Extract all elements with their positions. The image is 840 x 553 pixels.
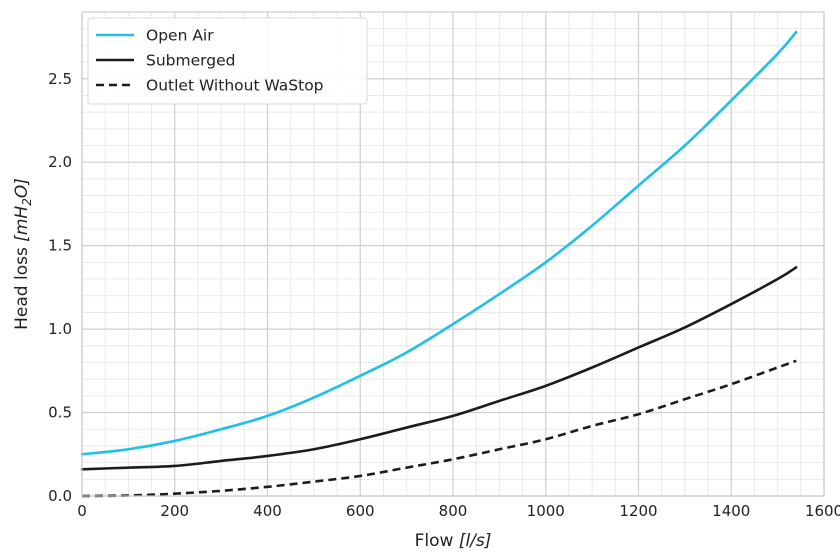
y-tick-label: 0.5 (48, 404, 72, 422)
x-axis-label-main: Flow (415, 531, 459, 551)
y-axis-ticks: 0.0 0.5 1.0 1.5 2.0 2.5 (48, 70, 72, 505)
x-tick-label: 600 (346, 502, 375, 520)
y-axis-label: Head loss [mH2O] (12, 178, 34, 330)
y-tick-label: 1.5 (48, 237, 72, 255)
x-tick-label: 200 (160, 502, 189, 520)
y-tick-label: 1.0 (48, 320, 72, 338)
legend: Open Air Submerged Outlet Without WaStop (87, 17, 368, 105)
series-lines (80, 30, 798, 498)
x-axis-ticks: 0 200 400 600 800 1000 1200 1400 1600 (77, 502, 840, 520)
plot-frame (81, 11, 825, 497)
legend-label-0: Open Air (146, 27, 214, 45)
x-tick-label: 400 (253, 502, 282, 520)
series-line-1 (80, 266, 798, 471)
y-axis-label-main: Head loss (12, 242, 32, 330)
legend-box (87, 17, 368, 105)
x-axis-label: Flow [l/s] (415, 531, 492, 551)
y-axis-label-unit-open: [mH (12, 206, 32, 242)
legend-label-1: Submerged (146, 52, 235, 70)
x-tick-label: 0 (77, 502, 87, 520)
x-axis-label-unit: [l/s] (459, 531, 492, 551)
y-tick-label: 2.0 (48, 153, 72, 171)
x-tick-label: 1200 (619, 502, 657, 520)
x-tick-label: 1600 (805, 502, 840, 520)
series-line-2 (81, 359, 797, 498)
y-tick-label: 0.0 (48, 487, 72, 505)
legend-label-2: Outlet Without WaStop (146, 77, 324, 95)
x-tick-label: 800 (439, 502, 468, 520)
x-tick-label: 1400 (712, 502, 750, 520)
y-axis-label-unit-close: O] (12, 178, 32, 198)
x-tick-label: 1000 (527, 502, 565, 520)
y-tick-label: 2.5 (48, 70, 72, 88)
series-line-0 (80, 30, 798, 456)
y-axis-label-unit-sub: 2 (20, 198, 34, 206)
